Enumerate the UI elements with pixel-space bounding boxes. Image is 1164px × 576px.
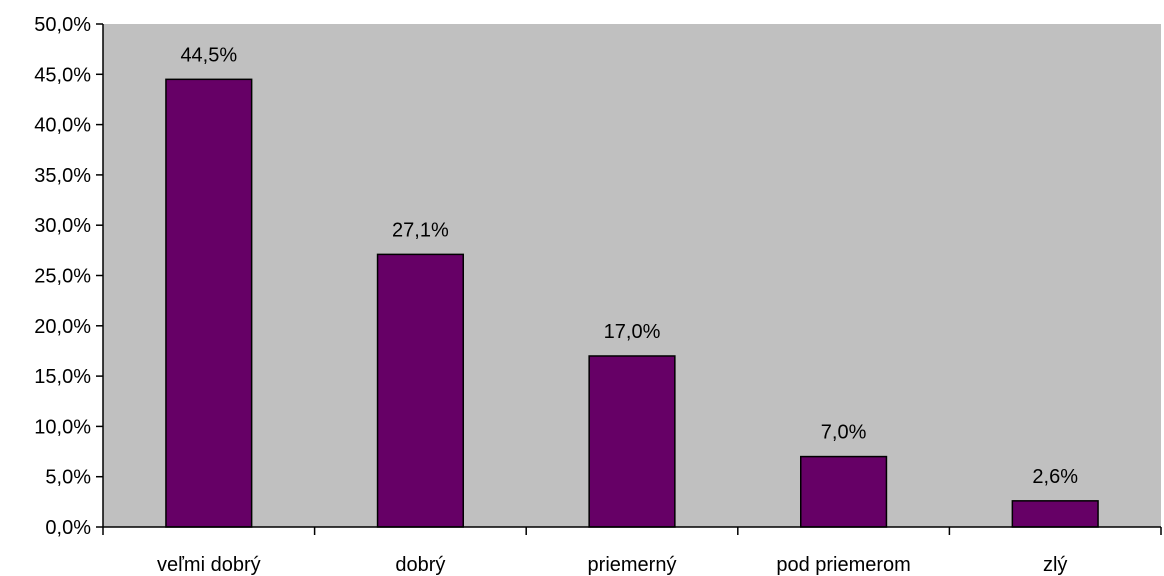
bar-value-label: 27,1% [392,219,449,241]
y-tick-label: 20,0% [34,316,91,338]
bar [165,78,253,528]
y-tick-label: 30,0% [34,215,91,237]
bar-value-label: 17,0% [604,321,661,343]
bar-value-label: 7,0% [821,422,867,444]
category-label: veľmi dobrý [157,554,261,576]
x-axis-ticks [102,527,1162,535]
bar [376,253,464,528]
y-tick-label: 10,0% [34,416,91,438]
y-tick-label: 35,0% [34,165,91,187]
bar-value-label: 44,5% [180,44,237,66]
category-label: zlý [1043,554,1067,576]
category-label: dobrý [395,554,445,576]
y-tick-label: 45,0% [34,64,91,86]
y-tick-label: 0,0% [45,517,91,539]
category-label: pod priemerom [776,554,911,576]
y-tick-label: 50,0% [34,14,91,36]
y-axis-ticks: 0,0% 5,0% 10,0% 15,0% 20,0% 25,0% 30,0% 35,0% 40… [34,14,103,539]
bar [800,455,888,528]
y-tick-label: 5,0% [45,467,91,489]
y-tick-label: 25,0% [34,266,91,288]
y-tick-label: 15,0% [34,366,91,388]
data-labels: 44,5% 27,1% 17,0% 7,0% 2,6% [180,44,1078,488]
bar [588,355,676,528]
category-labels: veľmi dobrý dobrý priemerný pod priemerom zl… [157,554,1067,576]
bar [1011,500,1099,528]
category-label: priemerný [588,554,677,576]
y-tick-label: 40,0% [34,115,91,137]
bar-value-label: 2,6% [1032,466,1078,488]
bars [165,78,1099,528]
